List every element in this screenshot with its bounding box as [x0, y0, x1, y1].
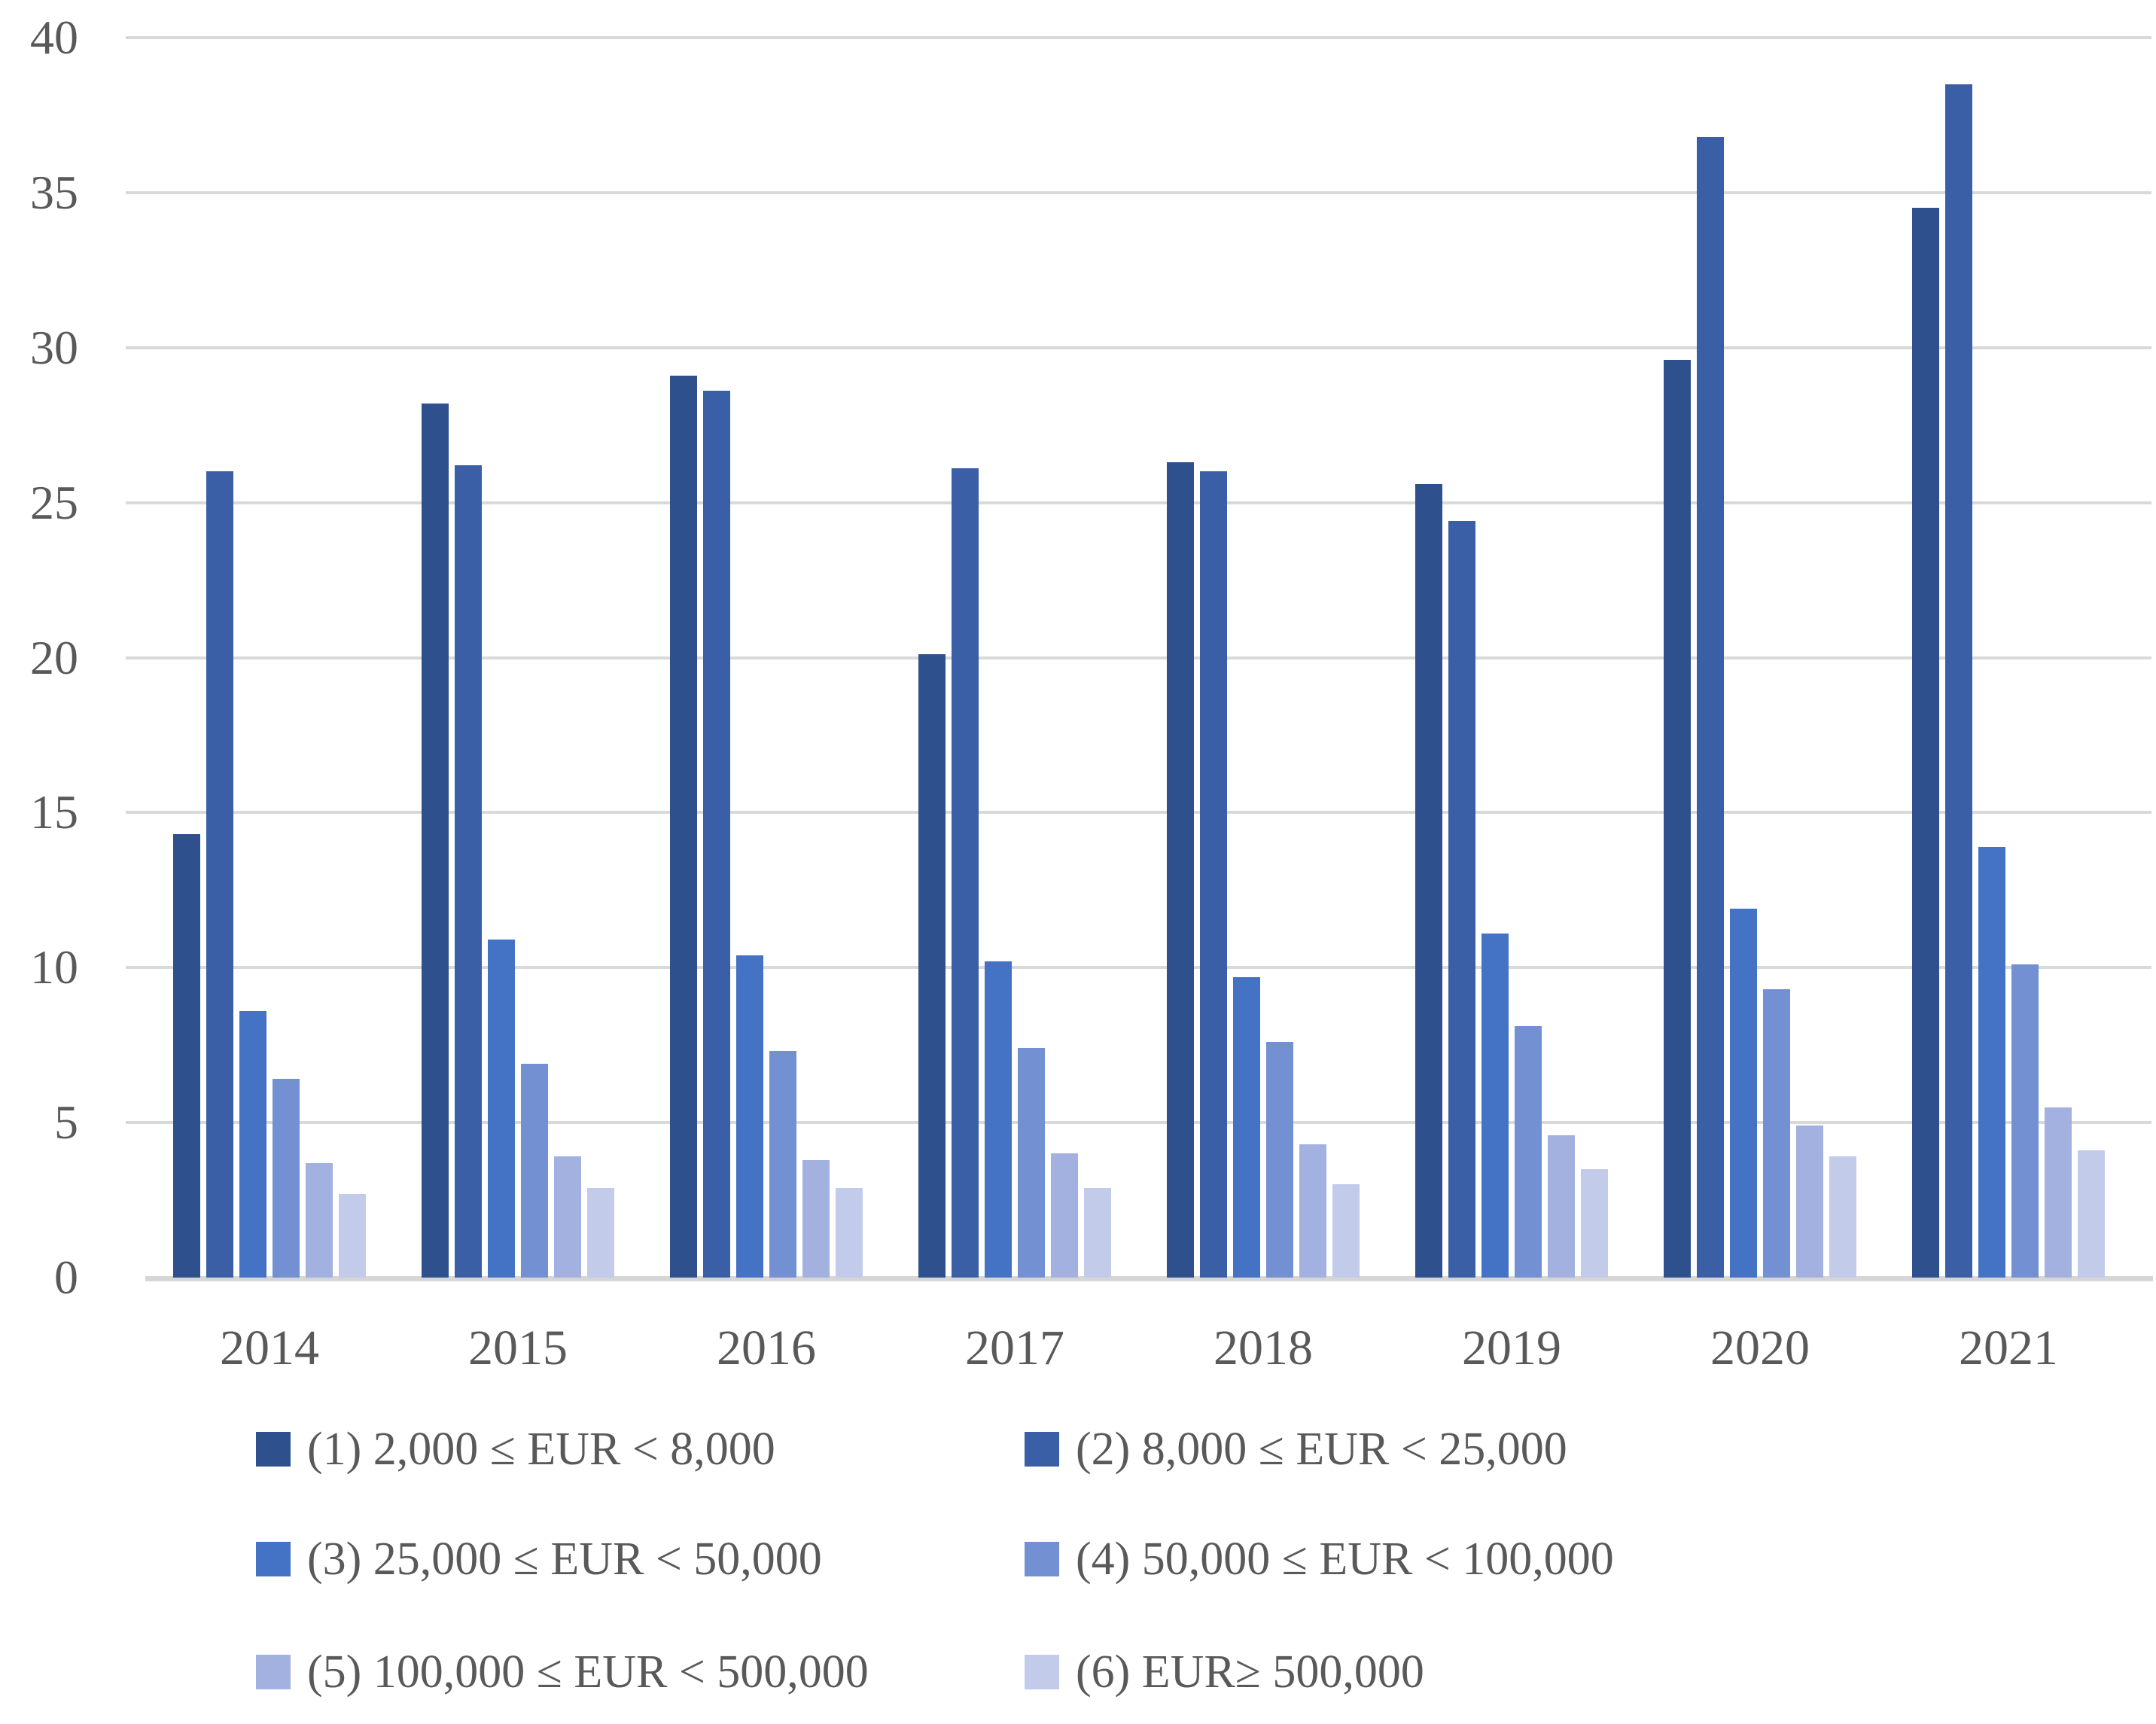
legend-swatch-2	[1025, 1432, 1059, 1467]
legend-swatch-6	[1025, 1655, 1059, 1689]
gridline-5	[126, 1121, 2151, 1125]
gridline-15	[126, 811, 2151, 815]
bar-2015-series6	[587, 1188, 614, 1278]
bar-2021-series4	[2011, 964, 2039, 1278]
bar-2015-series3	[488, 940, 515, 1278]
legend-item-5: (5) 100,000 ≤ EUR < 500,000	[256, 1649, 869, 1695]
gridline-10	[126, 966, 2151, 970]
gridline-35	[126, 190, 2151, 194]
bar-2014-series4	[273, 1079, 300, 1278]
bar-2021-series3	[1978, 847, 2005, 1278]
legend-label-4: (4) 50,000 ≤ EUR < 100,000	[1076, 1534, 1614, 1585]
bar-2014-series6	[339, 1194, 366, 1278]
y-axis-tick-label-40: 40	[30, 11, 78, 64]
legend-item-3: (3) 25,000 ≤ EUR < 50,000	[256, 1536, 822, 1582]
bar-2016-series2	[703, 391, 730, 1278]
legend-item-4: (4) 50,000 ≤ EUR < 100,000	[1025, 1536, 1614, 1582]
bar-2020-series1	[1664, 360, 1691, 1278]
y-axis-tick-label-10: 10	[30, 940, 78, 994]
legend-label-5: (5) 100,000 ≤ EUR < 500,000	[307, 1646, 869, 1698]
gridline-30	[126, 346, 2151, 349]
bar-2017-series3	[985, 961, 1012, 1278]
bar-2016-series3	[736, 955, 763, 1278]
bar-2015-series2	[455, 465, 482, 1278]
y-axis-tick-label-20: 20	[30, 630, 78, 684]
bar-2016-series1	[670, 376, 697, 1278]
y-axis-tick-label-30: 30	[30, 320, 78, 374]
x-axis-label-2020: 2020	[1710, 1320, 1810, 1375]
bar-2014-series3	[239, 1011, 266, 1278]
bar-2017-series6	[1084, 1188, 1111, 1278]
legend-label-2: (2) 8,000 ≤ EUR < 25,000	[1076, 1424, 1567, 1475]
bar-2018-series6	[1332, 1184, 1360, 1278]
bar-2014-series5	[306, 1163, 333, 1278]
bar-2020-series5	[1796, 1125, 1823, 1278]
bar-2014-series1	[173, 834, 200, 1278]
legend-label-3: (3) 25,000 ≤ EUR < 50,000	[307, 1534, 822, 1585]
legend-swatch-4	[1025, 1542, 1059, 1576]
y-axis-tick-label-35: 35	[30, 165, 78, 219]
bar-2015-series4	[521, 1064, 548, 1278]
bar-2021-series5	[2045, 1107, 2072, 1278]
bar-2020-series2	[1697, 137, 1724, 1278]
bar-2018-series1	[1167, 462, 1194, 1278]
legend-label-1: (1) 2,000 ≤ EUR < 8,000	[307, 1424, 775, 1475]
bar-2016-series6	[836, 1188, 863, 1278]
bar-2016-series4	[769, 1051, 796, 1278]
bar-2015-series5	[554, 1156, 581, 1278]
legend-swatch-1	[256, 1432, 291, 1467]
x-axis-label-2019: 2019	[1462, 1320, 1561, 1375]
bar-2021-series2	[1945, 84, 1972, 1278]
gridline-25	[126, 501, 2151, 504]
bar-2020-series6	[1829, 1156, 1856, 1278]
y-axis-tick-label-5: 5	[54, 1095, 78, 1150]
bar-2021-series6	[2078, 1150, 2105, 1278]
x-axis-label-2018: 2018	[1214, 1320, 1313, 1375]
legend-swatch-3	[256, 1542, 291, 1576]
y-axis-tick-label-0: 0	[54, 1250, 78, 1304]
x-axis-line	[145, 1276, 2153, 1281]
bar-2017-series2	[952, 468, 979, 1278]
x-axis-label-2021: 2021	[1959, 1320, 2058, 1375]
bar-2018-series3	[1233, 977, 1260, 1278]
x-axis-label-2015: 2015	[468, 1320, 568, 1375]
plot-area: 0 5 10 15 20 25 30 35 40 2014 2015 2016 2017 2018 2019…	[30, 11, 2153, 1375]
bar-2018-series2	[1200, 471, 1227, 1278]
gridline-40	[126, 36, 2151, 39]
legend-item-1: (1) 2,000 ≤ EUR < 8,000	[256, 1426, 775, 1473]
bar-2019-series2	[1448, 521, 1475, 1278]
legend-label-6: (6) EUR≥ 500,000	[1076, 1646, 1424, 1698]
bar-2018-series4	[1266, 1042, 1293, 1278]
x-axis-label-2014: 2014	[220, 1320, 319, 1375]
gridline-20	[126, 656, 2151, 659]
bar-2019-series3	[1481, 934, 1509, 1278]
y-axis-tick-label-15: 15	[30, 785, 78, 839]
bar-2019-series6	[1581, 1169, 1608, 1278]
bar-2017-series1	[918, 654, 946, 1278]
bar-2020-series3	[1730, 909, 1757, 1278]
bar-2014-series2	[206, 471, 233, 1278]
bar-2020-series4	[1763, 989, 1790, 1278]
x-axis-label-2017: 2017	[965, 1320, 1064, 1375]
legend-swatch-5	[256, 1655, 291, 1689]
bar-2019-series1	[1415, 484, 1442, 1278]
legend-item-2: (2) 8,000 ≤ EUR < 25,000	[1025, 1426, 1567, 1473]
bar-2016-series5	[802, 1160, 830, 1278]
bar-2015-series1	[422, 404, 449, 1278]
y-axis-tick-label-25: 25	[30, 475, 78, 529]
bar-2017-series4	[1018, 1048, 1045, 1278]
bar-2017-series5	[1051, 1153, 1078, 1278]
bar-2019-series4	[1515, 1026, 1542, 1278]
legend-item-6: (6) EUR≥ 500,000	[1025, 1649, 1424, 1695]
bar-2021-series1	[1912, 208, 1939, 1278]
bar-2019-series5	[1548, 1135, 1575, 1278]
x-axis-label-2016: 2016	[717, 1320, 816, 1375]
bar-2018-series5	[1299, 1144, 1326, 1278]
